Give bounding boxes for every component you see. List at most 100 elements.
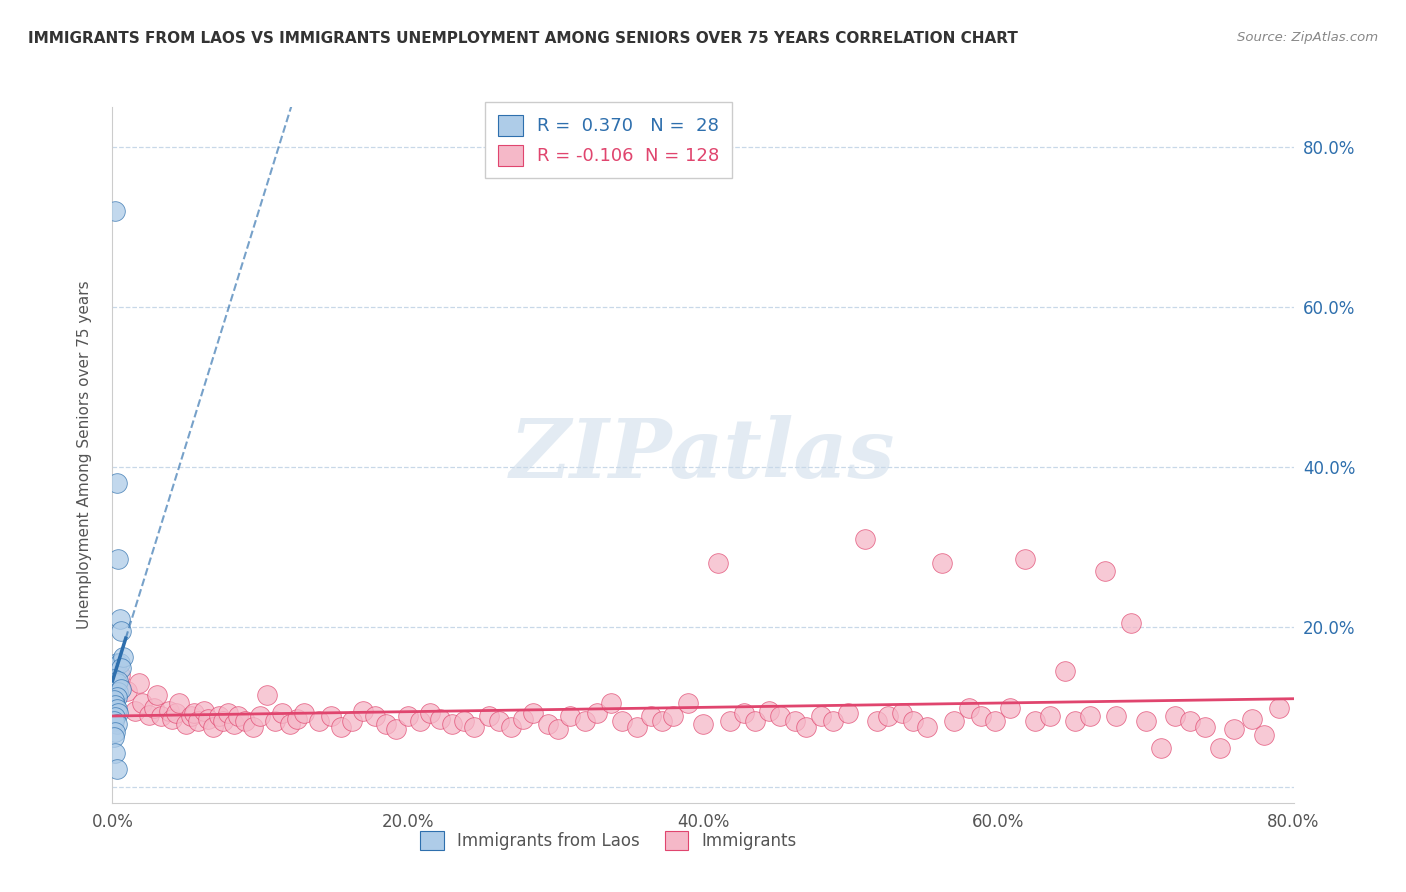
Point (574, 714, 596, 729)
Point (488, 714, 510, 729)
Point (537, 717, 560, 731)
Point (104, 204, 127, 219)
Point (901, 714, 924, 729)
Point (718, 714, 741, 729)
Point (217, 706, 239, 721)
Point (1039, 709, 1062, 723)
Point (117, 683, 138, 698)
Point (1053, 664, 1076, 678)
Point (610, 714, 633, 729)
Point (783, 714, 806, 729)
Point (385, 723, 408, 737)
Point (810, 709, 832, 723)
Point (108, 668, 131, 682)
Point (105, 475, 128, 490)
Point (600, 696, 623, 710)
Point (441, 717, 464, 731)
Point (1223, 723, 1246, 737)
Point (396, 709, 419, 723)
Point (110, 661, 132, 675)
Point (226, 709, 249, 723)
Point (866, 714, 889, 729)
Point (103, 672, 125, 686)
Point (876, 709, 898, 723)
Point (821, 714, 844, 729)
Point (183, 706, 205, 721)
Point (1268, 701, 1291, 715)
Legend: Immigrants from Laos, Immigrants: Immigrants from Laos, Immigrants (413, 824, 803, 857)
Point (998, 701, 1021, 715)
Point (733, 706, 755, 721)
Point (103, 730, 125, 744)
Point (1178, 714, 1201, 729)
Point (193, 704, 215, 718)
Point (110, 682, 132, 697)
Y-axis label: Unemployment Among Seniors over 75 years: Unemployment Among Seniors over 75 years (77, 281, 91, 629)
Point (167, 696, 190, 710)
Point (128, 676, 150, 690)
Point (278, 717, 301, 731)
Point (1105, 709, 1128, 723)
Point (626, 720, 648, 734)
Point (429, 712, 451, 726)
Point (758, 704, 780, 718)
Point (103, 693, 125, 707)
Point (1135, 714, 1157, 729)
Point (769, 709, 792, 723)
Point (796, 720, 818, 734)
Point (104, 688, 127, 702)
Point (105, 702, 128, 716)
Point (105, 762, 128, 776)
Point (138, 707, 160, 722)
Point (110, 624, 132, 638)
Point (330, 720, 353, 734)
Point (408, 714, 430, 729)
Point (1150, 741, 1173, 756)
Point (585, 706, 607, 721)
Point (107, 706, 129, 721)
Point (1253, 728, 1275, 742)
Text: IMMIGRANTS FROM LAOS VS IMMIGRANTS UNEMPLOYMENT AMONG SENIORS OVER 75 YEARS CORR: IMMIGRANTS FROM LAOS VS IMMIGRANTS UNEMP… (28, 31, 1018, 46)
Point (104, 710, 127, 724)
Point (201, 720, 224, 734)
Point (107, 552, 129, 566)
Text: Source: ZipAtlas.com: Source: ZipAtlas.com (1237, 31, 1378, 45)
Point (891, 706, 914, 721)
Point (374, 717, 396, 731)
Point (1064, 714, 1087, 729)
Point (104, 746, 127, 760)
Point (150, 709, 173, 723)
Point (651, 714, 673, 729)
Point (744, 714, 766, 729)
Point (522, 706, 544, 721)
Point (271, 706, 294, 721)
Point (104, 725, 127, 739)
Point (292, 706, 315, 721)
Point (558, 709, 582, 723)
Point (174, 717, 197, 731)
Point (146, 688, 169, 702)
Point (478, 709, 501, 723)
Point (957, 701, 980, 715)
Point (512, 712, 534, 726)
Point (104, 677, 127, 691)
Point (107, 674, 129, 689)
Point (157, 704, 180, 718)
Point (319, 709, 342, 723)
Point (197, 712, 219, 726)
Point (160, 712, 183, 726)
Point (340, 714, 363, 729)
Point (264, 714, 287, 729)
Point (547, 723, 569, 737)
Point (640, 709, 662, 723)
Point (1024, 714, 1046, 729)
Point (256, 688, 278, 702)
Point (837, 706, 859, 721)
Point (142, 701, 165, 715)
Point (501, 720, 523, 734)
Point (212, 714, 235, 729)
Point (969, 709, 991, 723)
Point (463, 720, 485, 734)
Point (107, 685, 129, 699)
Point (1119, 615, 1142, 630)
